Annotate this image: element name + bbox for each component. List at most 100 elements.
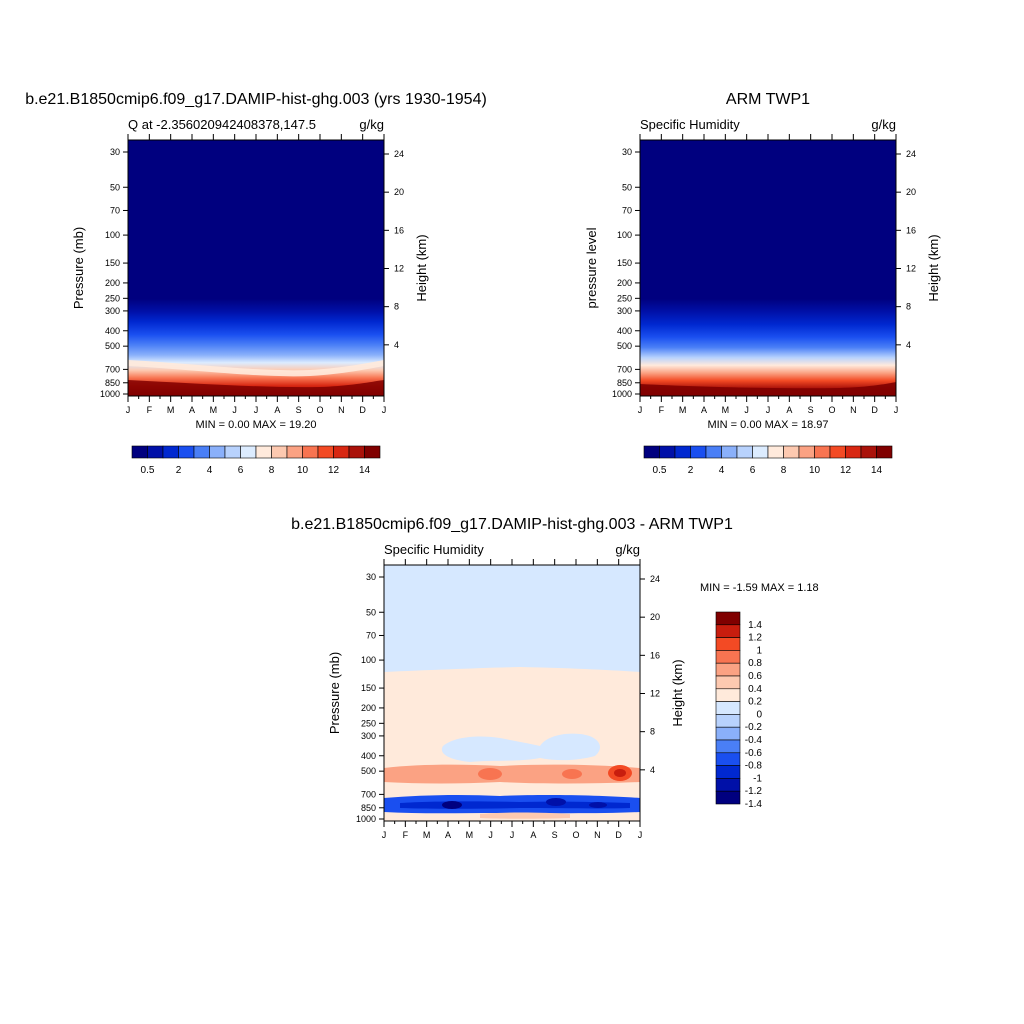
x-tick-label: A	[786, 405, 792, 415]
y-tick-label: 150	[617, 258, 632, 268]
colorbar-swatch	[715, 611, 741, 626]
colorbar-label: -0.6	[745, 748, 763, 759]
colorbar-swatch	[715, 624, 741, 638]
colorbar-label: 1.2	[748, 633, 762, 644]
colorbar-swatch	[829, 445, 846, 459]
y-tick-label: 250	[617, 293, 632, 303]
y-right-tick-label: 20	[650, 612, 660, 622]
panel1-plot-field	[128, 140, 384, 396]
y-tick-label: 30	[366, 572, 376, 582]
y-tick-label: 150	[361, 683, 376, 693]
colorbar-label: 0.4	[748, 684, 762, 695]
colorbar-swatch	[209, 445, 226, 459]
colorbar-swatch	[721, 445, 738, 459]
y-right-tick-label: 12	[650, 689, 660, 699]
y-tick-label: 300	[617, 306, 632, 316]
panel3-surface-positive	[480, 812, 570, 819]
colorbar-swatch	[736, 445, 753, 459]
panel3-min-core-1	[442, 801, 462, 809]
panel-obs-humidity: ARM TWP1 Specific Humidity g/kg 30 50 70 10…	[584, 91, 941, 476]
y-tick-label: 400	[361, 751, 376, 761]
colorbar-label: 12	[840, 465, 852, 476]
y-tick-label: 250	[361, 718, 376, 728]
panel1-surface-band	[128, 380, 384, 396]
colorbar-swatch	[798, 445, 815, 459]
colorbar-swatch	[317, 445, 334, 459]
x-tick-label: D	[359, 405, 366, 415]
x-tick-label: A	[189, 405, 195, 415]
x-tick-label: S	[296, 405, 302, 415]
y-right-tick-label: 12	[906, 264, 916, 274]
x-tick-label: J	[254, 405, 259, 415]
y-tick-label: 850	[617, 378, 632, 388]
colorbar-label: -0.2	[745, 722, 763, 733]
colorbar-label: 14	[359, 465, 371, 476]
colorbar-swatch	[147, 445, 164, 459]
colorbar-label: 0.8	[748, 658, 762, 669]
colorbar-label: 0.5	[653, 465, 667, 476]
colorbar-label: -1.4	[745, 799, 763, 810]
y-right-tick-label: 24	[650, 574, 660, 584]
colorbar-label: 0.2	[748, 697, 762, 708]
x-tick-label: O	[828, 405, 835, 415]
colorbar-swatch	[643, 445, 660, 459]
panel1-subtitle-right: g/kg	[359, 117, 384, 132]
x-tick-label: M	[167, 405, 175, 415]
panel3-colorbar: 1.4 1.21 0.8 0.6 0.4 0.20 -0.2 -0.4 -0.6 -0.8-1 -1…	[715, 611, 763, 810]
colorbar-swatch	[715, 714, 741, 728]
y-tick-label: 1000	[612, 389, 632, 399]
colorbar-swatch	[674, 445, 691, 459]
y-tick-label: 100	[105, 230, 120, 240]
panel2-min-max: MIN = 0.00 MAX = 18.97	[707, 419, 828, 431]
x-tick-label: J	[638, 405, 643, 415]
colorbar-label: -1	[753, 773, 762, 784]
colorbar-label: -0.8	[745, 761, 763, 772]
colorbar-swatch	[845, 445, 862, 459]
colorbar-swatch	[715, 637, 741, 651]
colorbar-label: 10	[297, 465, 309, 476]
panel2-colorbar: 0.5 2 4 6 8 10 12 14	[643, 445, 893, 476]
x-tick-label: J	[126, 405, 131, 415]
y-right-tick-label: 20	[906, 187, 916, 197]
colorbar-swatch	[348, 445, 365, 459]
y-tick-label: 250	[105, 293, 120, 303]
x-tick-label: A	[274, 405, 280, 415]
colorbar-swatch	[302, 445, 319, 459]
y-tick-label: 700	[617, 364, 632, 374]
y-tick-label: 1000	[356, 814, 376, 824]
x-tick-label: M	[679, 405, 687, 415]
x-tick-label: F	[147, 405, 153, 415]
colorbar-swatch	[715, 739, 741, 754]
x-tick-label: M	[423, 830, 431, 840]
colorbar-label: 2	[176, 465, 182, 476]
y-tick-label: 200	[361, 703, 376, 713]
y-tick-label: 850	[361, 803, 376, 813]
x-tick-label: S	[552, 830, 558, 840]
panel1-min-max: MIN = 0.00 MAX = 19.20	[195, 419, 316, 431]
colorbar-swatch	[659, 445, 676, 459]
y-tick-label: 30	[622, 147, 632, 157]
x-tick-label: O	[316, 405, 323, 415]
y-tick-label: 200	[105, 278, 120, 288]
panel3-y-ticks-right: 24 20 16 12 8 4	[640, 574, 660, 775]
x-tick-label: A	[701, 405, 707, 415]
panel3-subtitle-left: Specific Humidity	[384, 542, 484, 557]
y-right-tick-label: 24	[394, 149, 404, 159]
colorbar-label: -0.4	[745, 735, 763, 746]
panel2-surface-band	[640, 382, 896, 396]
y-tick-label: 50	[622, 182, 632, 192]
colorbar-swatch	[767, 445, 784, 459]
panel1-y-axis-label: Pressure (mb)	[71, 227, 86, 309]
x-tick-label: D	[871, 405, 878, 415]
colorbar-swatch	[814, 445, 831, 459]
x-tick-label: J	[382, 830, 387, 840]
y-right-tick-label: 8	[394, 302, 399, 312]
y-right-tick-label: 8	[650, 727, 655, 737]
panel1-y-ticks-right: 24 20 16 12 8 4	[384, 149, 404, 350]
colorbar-swatch	[178, 445, 195, 459]
colorbar-swatch	[286, 445, 303, 459]
y-tick-label: 200	[617, 278, 632, 288]
